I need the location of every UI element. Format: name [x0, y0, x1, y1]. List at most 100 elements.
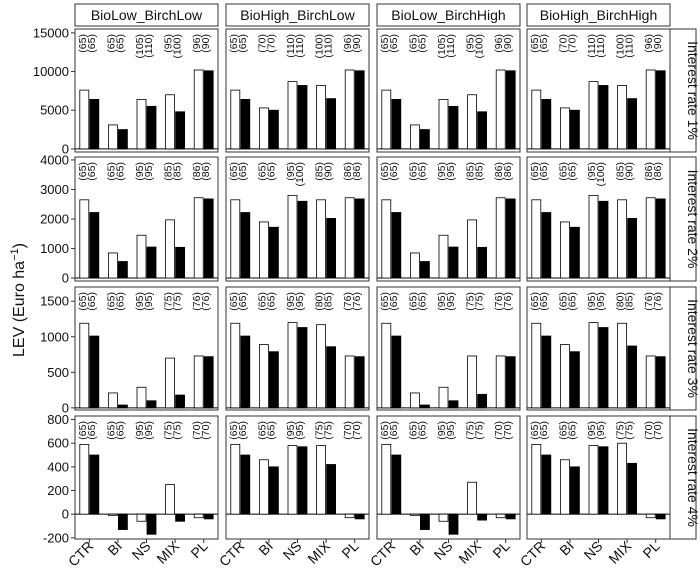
- bar: [560, 107, 570, 150]
- bar-annotation: (95): [285, 421, 297, 440]
- panels-layer: BioLow_BirchLow BioHigh_BirchLow BioLow_Bi…: [33, 3, 700, 570]
- bar-annotation: (65): [379, 421, 391, 440]
- bar: [203, 513, 214, 520]
- bar-annotation: (70): [256, 34, 268, 53]
- bar-annotation: (65): [416, 421, 428, 440]
- bar-annotation: (65): [379, 162, 391, 181]
- row-strip-label: Interest rate 3%: [685, 299, 700, 398]
- bar-annotation: (65): [265, 292, 277, 311]
- bar: [108, 124, 118, 150]
- bar-annotation: (65): [538, 421, 550, 440]
- bar-annotation: (86): [351, 162, 363, 181]
- bar-annotation: (75): [163, 292, 175, 311]
- bar-annotation: (95): [134, 292, 146, 311]
- x-tick-label: PL: [489, 538, 513, 562]
- bar-annotation: (75): [314, 421, 326, 440]
- x-tick-label: NS: [280, 538, 305, 563]
- bar: [79, 443, 90, 515]
- column-strip-box: [225, 3, 370, 27]
- y-tick-label: 5000: [40, 103, 69, 118]
- bar-annotation: (65): [416, 292, 428, 311]
- bar-annotation: (70): [351, 421, 363, 440]
- panel-border: [74, 286, 219, 411]
- bar: [438, 513, 449, 522]
- bar: [175, 111, 186, 150]
- bar: [655, 356, 666, 409]
- bar: [531, 443, 542, 515]
- panel-border: [376, 156, 521, 282]
- bar: [531, 322, 542, 409]
- bar-annotation: (100): [474, 34, 486, 59]
- bar: [354, 356, 365, 409]
- bar: [409, 252, 420, 279]
- bar-annotation: (65): [237, 421, 249, 440]
- bar: [598, 85, 609, 150]
- bar: [645, 355, 656, 409]
- bar-annotation: (65): [407, 162, 419, 181]
- bar: [531, 199, 542, 279]
- column-strip-box: [376, 3, 521, 27]
- bar-annotation: (90): [652, 34, 664, 53]
- bar: [495, 69, 506, 150]
- panel: (65)(65) (65)(65) (95)(95) (80)(85) (76)(76): [225, 286, 370, 411]
- bar-annotation: (65): [557, 421, 569, 440]
- bar-annotation: (65): [529, 34, 541, 53]
- x-tick-label: PL: [187, 538, 211, 562]
- y-tick-label: 0: [62, 271, 69, 286]
- bar: [287, 81, 298, 150]
- bar-annotation: (70): [493, 421, 505, 440]
- panel-border: [74, 28, 219, 153]
- bar-annotation: (95): [586, 292, 598, 311]
- bar-annotation: (100): [294, 162, 306, 187]
- x-tick-label: CTR: [367, 538, 399, 570]
- panel-border: [225, 286, 370, 411]
- bar: [165, 357, 176, 409]
- bar: [505, 198, 516, 279]
- bar-annotation: (90): [351, 34, 363, 53]
- bar: [165, 94, 176, 150]
- bar-annotation: (65): [105, 162, 117, 181]
- bar-annotation: (65): [256, 292, 268, 311]
- bar-annotation: (65): [566, 162, 578, 181]
- bar: [108, 252, 118, 279]
- bar: [541, 335, 552, 409]
- y-tick-label: 500: [47, 365, 69, 380]
- bar-annotation: (96): [342, 34, 354, 53]
- panel: (65)(65) (65)(65) (95)(95) (75)(75) (70)(70): [225, 415, 370, 540]
- bar: [391, 454, 402, 515]
- bar-annotation: (85): [474, 162, 486, 181]
- column-strip-label: BioHigh_BirchHigh: [540, 7, 658, 23]
- bar: [477, 393, 488, 409]
- bar: [193, 513, 204, 519]
- bar-annotation: (95): [445, 421, 457, 440]
- bar-annotation: (95): [595, 292, 607, 311]
- bar-annotation: (86): [191, 162, 203, 181]
- bar-annotation: (95): [285, 162, 297, 181]
- bar-annotation: (76): [502, 292, 514, 311]
- y-tick-label: 4000: [40, 152, 69, 167]
- bar: [381, 89, 392, 150]
- bar: [258, 459, 269, 515]
- bar: [316, 324, 327, 409]
- bar: [136, 234, 147, 279]
- bar-annotation: (86): [200, 162, 212, 181]
- panel-border: [225, 156, 370, 282]
- bar: [419, 261, 430, 279]
- bar: [588, 81, 599, 150]
- bar: [541, 212, 552, 279]
- bar-annotation: (110): [294, 34, 306, 58]
- bar-annotation: (65): [566, 421, 578, 440]
- bar-annotation: (86): [502, 162, 514, 181]
- bar: [316, 199, 327, 279]
- bar: [165, 484, 176, 515]
- y-tick-label: 600: [47, 436, 69, 451]
- bar-annotation: (65): [86, 421, 98, 440]
- row-strip: Interest rate 4%: [669, 415, 700, 540]
- bar-annotation: (65): [86, 34, 98, 53]
- bar-annotation: (85): [624, 292, 636, 311]
- bar-annotation: (85): [465, 162, 477, 181]
- bar: [175, 394, 186, 409]
- bar-annotation: (86): [342, 162, 354, 181]
- bar: [79, 89, 90, 150]
